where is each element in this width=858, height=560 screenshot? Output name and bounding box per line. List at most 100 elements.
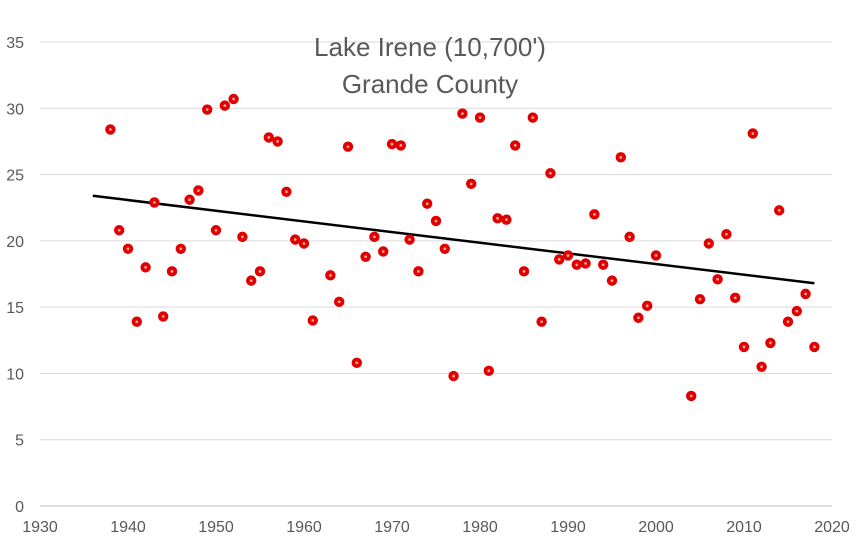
gridlines	[40, 41, 832, 441]
y-tick-label: 15	[6, 300, 24, 317]
data-point	[448, 370, 459, 382]
data-point	[774, 205, 785, 216]
data-point-highlight	[557, 258, 561, 261]
chart-title: Lake Irene (10,700')	[314, 32, 546, 62]
data-point-highlight	[461, 112, 464, 115]
x-tick-label: 2000	[638, 519, 674, 536]
y-tick-label: 25	[6, 168, 24, 185]
data-point-highlight	[549, 171, 552, 175]
data-point	[219, 100, 230, 111]
data-point-highlight	[487, 369, 491, 373]
data-point-highlight	[760, 365, 763, 369]
data-point-highlight	[522, 269, 526, 273]
data-point-highlight	[742, 345, 746, 349]
x-tick-label: 1990	[550, 519, 586, 536]
data-point	[457, 108, 468, 119]
data-point	[114, 225, 125, 236]
data-point-highlight	[751, 132, 755, 135]
data-point-highlight	[223, 104, 227, 108]
data-point-highlight	[355, 361, 359, 365]
x-tick-label: 1930	[22, 519, 58, 536]
data-point	[554, 254, 565, 265]
y-tick-label: 30	[6, 101, 24, 118]
data-point-highlight	[469, 182, 473, 186]
data-point	[756, 361, 767, 372]
data-point	[237, 231, 248, 243]
data-point	[545, 168, 556, 179]
data-point-highlight	[267, 136, 271, 139]
data-point	[413, 266, 424, 277]
data-point	[765, 337, 776, 349]
data-point	[686, 390, 697, 402]
data-point-highlight	[188, 198, 192, 202]
data-point-highlight	[249, 279, 253, 283]
data-point	[703, 238, 714, 249]
data-point	[290, 234, 301, 245]
data-point-highlight	[725, 232, 728, 236]
x-tick-label: 1980	[462, 519, 498, 536]
y-tick-label: 10	[6, 366, 24, 383]
data-point	[246, 275, 257, 286]
data-point	[378, 246, 389, 257]
x-tick-label: 1950	[198, 519, 234, 536]
data-point	[589, 209, 600, 220]
data-point-highlight	[197, 189, 200, 192]
data-point	[228, 93, 239, 105]
data-point-highlight	[126, 247, 130, 251]
data-point-highlight	[153, 201, 156, 204]
data-point-highlight	[293, 238, 297, 241]
data-point	[210, 225, 222, 236]
data-point	[501, 214, 512, 225]
data-point	[492, 213, 503, 224]
data-point-highlight	[434, 219, 438, 223]
data-point-highlight	[689, 394, 693, 398]
data-point	[721, 229, 732, 240]
data-point-highlight	[804, 292, 807, 296]
data-point-highlight	[390, 142, 394, 146]
data-point-highlight	[381, 250, 385, 253]
data-point-highlight	[241, 235, 244, 239]
data-point-highlight	[707, 242, 711, 245]
data-point-highlight	[170, 269, 174, 273]
data-point	[175, 243, 186, 255]
data-point-highlight	[733, 296, 737, 300]
data-point-highlight	[698, 297, 702, 301]
data-point	[351, 357, 362, 369]
data-point-highlight	[179, 247, 183, 251]
y-tick-labels: 0 5 10 15 20 25 30 35	[6, 35, 24, 516]
data-point-highlight	[258, 269, 262, 273]
data-point	[140, 262, 151, 273]
chart-subtitle: Grande County	[342, 69, 518, 99]
data-point	[254, 266, 266, 277]
data-point	[439, 243, 450, 255]
data-point-highlight	[452, 374, 455, 378]
data-point	[730, 292, 741, 304]
data-point	[395, 140, 406, 151]
data-point	[474, 112, 486, 123]
data-point	[422, 198, 433, 209]
data-point	[166, 266, 178, 277]
data-point-highlight	[584, 261, 587, 265]
data-point-highlight	[346, 145, 350, 149]
data-point	[131, 316, 142, 327]
data-point	[624, 231, 635, 243]
x-tick-labels: 1930 1940 1950 1960 1970 1980 1990 2000 2010 2020	[22, 519, 850, 536]
data-point	[184, 194, 195, 205]
data-point	[105, 124, 116, 135]
data-point	[650, 250, 662, 261]
data-point-highlight	[135, 320, 139, 324]
data-point	[536, 316, 547, 327]
data-point-highlight	[214, 228, 218, 232]
data-point-highlight	[337, 300, 341, 304]
data-point	[712, 274, 723, 285]
data-point-highlight	[813, 345, 816, 349]
data-point	[571, 259, 582, 270]
y-tick-label: 35	[6, 35, 24, 52]
data-point-highlight	[109, 128, 112, 131]
data-point	[598, 259, 609, 270]
data-point	[642, 300, 653, 312]
data-point-highlight	[601, 263, 605, 267]
data-point-highlight	[513, 144, 517, 147]
data-point	[149, 197, 160, 208]
data-point	[122, 243, 134, 255]
